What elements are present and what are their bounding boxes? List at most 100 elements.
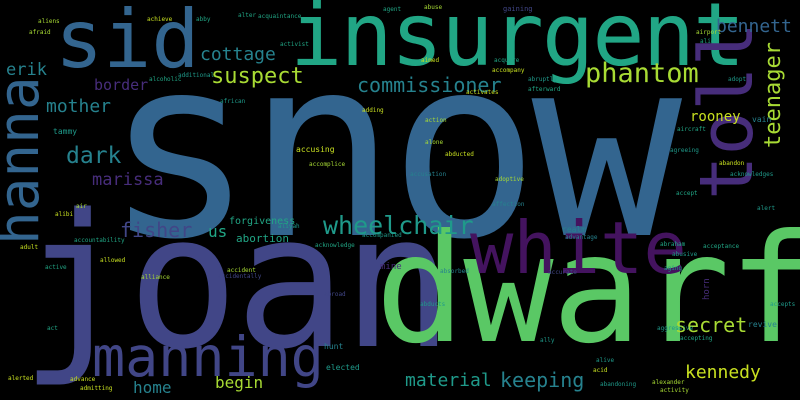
word-bennett: bennett: [716, 16, 792, 37]
word-air: air: [76, 203, 87, 210]
word-alerted: alerted: [8, 375, 34, 382]
word-abusive: abusive: [672, 251, 698, 258]
word-acceptance: acceptance: [703, 243, 740, 250]
word-abortion: abortion: [236, 232, 289, 245]
word-accepting: accepting: [680, 335, 713, 342]
word-afraid: afraid: [29, 29, 51, 36]
word-border: border: [94, 76, 149, 94]
word-agreeing: agreeing: [670, 147, 699, 154]
word-adoptive: adoptive: [495, 176, 524, 183]
word-alien: alien: [700, 38, 719, 45]
word-abuse: abuse: [424, 4, 443, 11]
word-keeping: keeping: [500, 368, 585, 392]
word-alcoholic: alcoholic: [149, 76, 182, 83]
word-accidentally: accidentally: [218, 273, 262, 280]
word-elected: elected: [326, 363, 360, 372]
word-adult: adult: [20, 244, 39, 251]
word-acquaintance: acquaintance: [258, 13, 302, 20]
word-advance: advance: [70, 376, 96, 383]
word-afterward: afterward: [528, 86, 561, 93]
word-abducts: abducts: [420, 301, 446, 308]
word-material: material: [405, 370, 492, 391]
word-accident: accident: [227, 267, 256, 274]
word-accompanied: accompanied: [362, 232, 402, 239]
word-horn: horn: [702, 278, 712, 300]
word-aliyah: aliyah: [278, 223, 300, 230]
word-aircraft: aircraft: [677, 126, 706, 133]
word-absorbed: absorbed: [440, 268, 469, 275]
word-aimed: aimed: [421, 57, 440, 64]
word-achieve: achieve: [147, 16, 173, 23]
word-aggressive: aggressive: [657, 325, 694, 332]
word-alive: alive: [596, 357, 615, 364]
word-suspect: suspect: [211, 64, 304, 89]
word-tammy: tammy: [53, 127, 78, 136]
word-acid: acid: [593, 367, 608, 374]
word-action: action: [425, 117, 447, 124]
word-dwarf: dwarf: [375, 203, 800, 377]
word-affection: affection: [492, 201, 525, 208]
word-acknowledge: acknowledge: [315, 242, 355, 249]
word-abroad: abroad: [324, 291, 346, 298]
word-us: us: [208, 222, 228, 241]
word-abducted: abducted: [445, 151, 474, 158]
word-wheelchair: wheelchair: [323, 211, 474, 240]
word-acknowledges: acknowledges: [730, 171, 774, 178]
word-abraham: abraham: [660, 241, 686, 248]
word-kennedy: kennedy: [685, 362, 761, 383]
word-african: african: [220, 98, 246, 105]
word-abby: abby: [196, 16, 211, 23]
word-acquire: acquire: [494, 57, 520, 64]
word-airport: airport: [696, 29, 722, 36]
word-commissioner: commissioner: [357, 73, 502, 97]
word-admitting: admitting: [80, 385, 113, 392]
word-adopt: adopt: [728, 76, 747, 83]
word-activist: activist: [280, 41, 309, 48]
word-mother: mother: [46, 96, 112, 117]
word-accepts: accepts: [770, 301, 796, 308]
word-hunt: hunt: [324, 342, 344, 351]
word-accusation: accusation: [410, 171, 447, 178]
word-alexander: alexander: [652, 379, 685, 386]
word-forgiveness: forgiveness: [229, 216, 296, 227]
word-accomplice: accomplice: [309, 161, 346, 168]
word-abandon: abandon: [719, 160, 745, 167]
word-home: home: [133, 378, 172, 397]
word-aliens: aliens: [38, 18, 60, 25]
word-alliance: alliance: [141, 274, 170, 281]
word-agent: agent: [383, 6, 402, 13]
word-accurate: accurate: [548, 269, 577, 276]
word-gaining: gaining: [503, 5, 533, 13]
word-snow: snow: [104, 3, 682, 294]
word-activity: activity: [660, 387, 689, 394]
word-active: active: [45, 264, 67, 271]
word-additional: additional: [178, 72, 215, 79]
word-phantom: phantom: [585, 58, 699, 89]
word-accompany: accompany: [492, 67, 525, 74]
word-allowed: allowed: [100, 257, 126, 264]
word-mine: mine: [380, 262, 402, 272]
word-advantage: advantage: [565, 234, 598, 241]
word-accept: accept: [676, 190, 698, 197]
word-vain: vain: [752, 115, 772, 124]
word-fisher: fisher: [120, 218, 193, 242]
word-secret: secret: [675, 313, 748, 337]
word-revive: revive: [748, 320, 777, 329]
word-alter: alter: [238, 12, 257, 19]
word-marissa: marissa: [92, 170, 164, 190]
word-ally: ally: [540, 337, 555, 344]
word-activates: activates: [466, 89, 499, 96]
word-insurgent: insurgent: [290, 0, 745, 86]
word-white: white: [470, 206, 687, 290]
word-teenager: teenager: [761, 42, 786, 148]
word-alert: alert: [757, 205, 776, 212]
word-joan: joan: [20, 174, 454, 390]
word-rooney: rooney: [690, 109, 741, 125]
word-alone: alone: [425, 139, 444, 146]
word-abruptly: abruptly: [528, 76, 557, 83]
word-alibi: alibi: [55, 211, 74, 218]
word-dark: dark: [66, 143, 122, 169]
word-realm: realm: [562, 225, 587, 234]
word-accusing: accusing: [296, 145, 335, 154]
